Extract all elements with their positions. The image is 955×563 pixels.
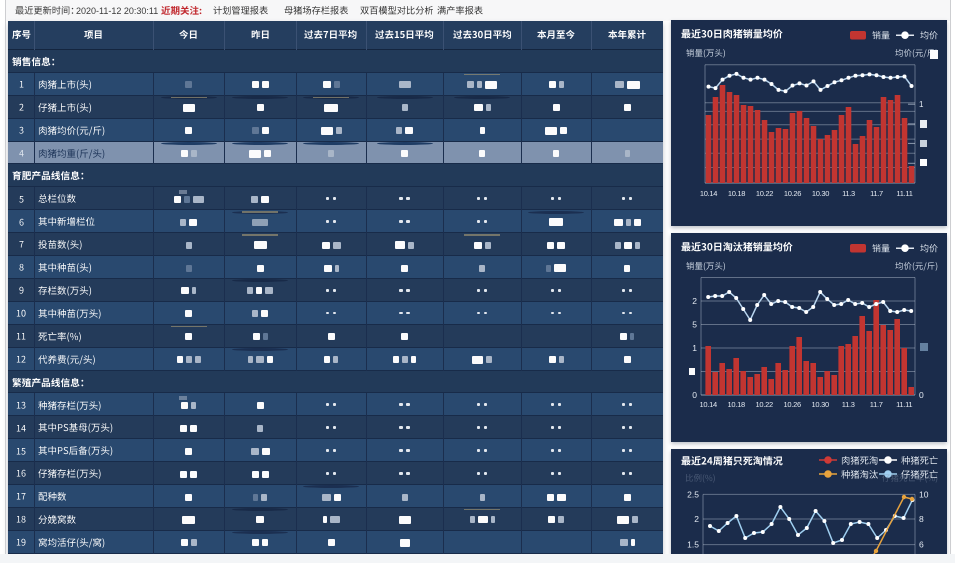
- svg-text:2: 2: [694, 514, 699, 524]
- svg-text:1.5: 1.5: [687, 540, 699, 550]
- svg-text:10.30: 10.30: [812, 400, 829, 409]
- svg-text:10.22: 10.22: [756, 189, 773, 198]
- svg-text:10.30: 10.30: [812, 189, 829, 198]
- svg-text:10.22: 10.22: [756, 400, 773, 409]
- svg-text:1: 1: [692, 343, 697, 353]
- svg-text:8: 8: [919, 514, 924, 524]
- svg-text:10.26: 10.26: [784, 400, 801, 409]
- svg-text:11.3: 11.3: [842, 189, 855, 198]
- svg-text:6: 6: [919, 540, 924, 550]
- svg-text:10: 10: [919, 489, 929, 499]
- svg-text:11.3: 11.3: [842, 400, 855, 409]
- svg-text:11.11: 11.11: [896, 400, 912, 409]
- svg-text:11.7: 11.7: [870, 400, 883, 409]
- svg-text:11.7: 11.7: [870, 189, 883, 198]
- svg-text:0: 0: [692, 390, 697, 400]
- svg-text:10.18: 10.18: [728, 189, 745, 198]
- svg-text:10.14: 10.14: [700, 189, 717, 198]
- svg-text:2.5: 2.5: [687, 489, 699, 499]
- svg-text:10.26: 10.26: [784, 189, 801, 198]
- svg-text:11.11: 11.11: [896, 189, 912, 198]
- svg-text:2: 2: [692, 296, 697, 306]
- svg-text:10.18: 10.18: [728, 400, 745, 409]
- svg-text:1: 1: [919, 100, 924, 109]
- svg-text:0: 0: [919, 390, 924, 400]
- svg-text:10.14: 10.14: [700, 400, 717, 409]
- svg-text:5: 5: [692, 320, 697, 330]
